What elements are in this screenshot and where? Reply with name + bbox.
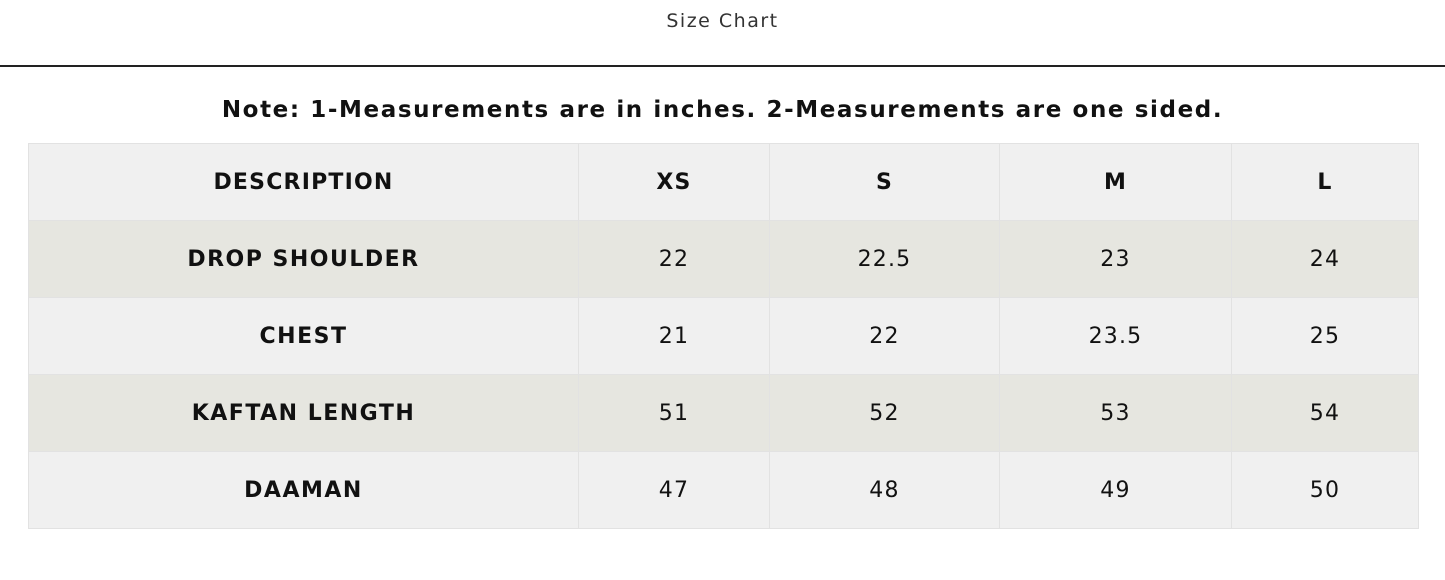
row-label: DAAMAN	[28, 451, 579, 529]
cell: 22	[769, 297, 1000, 375]
cell: 22	[578, 220, 770, 298]
modal-title: Size Chart	[666, 10, 779, 32]
column-header: L	[1231, 143, 1419, 221]
cell: 50	[1231, 451, 1419, 529]
row-label: DROP SHOULDER	[28, 220, 579, 298]
cell: 48	[769, 451, 1000, 529]
cell: 47	[578, 451, 770, 529]
cell: 54	[1231, 374, 1419, 452]
table-row: DAAMAN 47 48 49 50	[28, 451, 1419, 529]
size-table: DESCRIPTION XS S M L DROP SHOULDER 22 22.5 23 24…	[28, 143, 1419, 529]
column-header: S	[769, 143, 1000, 221]
cell: 52	[769, 374, 1000, 452]
cell: 25	[1231, 297, 1419, 375]
cell: 22.5	[769, 220, 1000, 298]
cell: 49	[999, 451, 1232, 529]
row-label: CHEST	[28, 297, 579, 375]
column-header: M	[999, 143, 1232, 221]
table-row: CHEST 21 22 23.5 25	[28, 297, 1419, 375]
cell: 51	[578, 374, 770, 452]
divider	[0, 65, 1445, 67]
header-row: DESCRIPTION XS S M L	[28, 143, 1419, 221]
table-row: DROP SHOULDER 22 22.5 23 24	[28, 220, 1419, 298]
cell: 53	[999, 374, 1232, 452]
table-row: KAFTAN LENGTH 51 52 53 54	[28, 374, 1419, 452]
note: Note: 1-Measurements are in inches. 2-Me…	[221, 97, 1224, 123]
cell: 23.5	[999, 297, 1232, 375]
cell: 23	[999, 220, 1232, 298]
column-header: DESCRIPTION	[28, 143, 579, 221]
cell: 24	[1231, 220, 1419, 298]
cell: 21	[578, 297, 770, 375]
row-label: KAFTAN LENGTH	[28, 374, 579, 452]
column-header: XS	[578, 143, 770, 221]
